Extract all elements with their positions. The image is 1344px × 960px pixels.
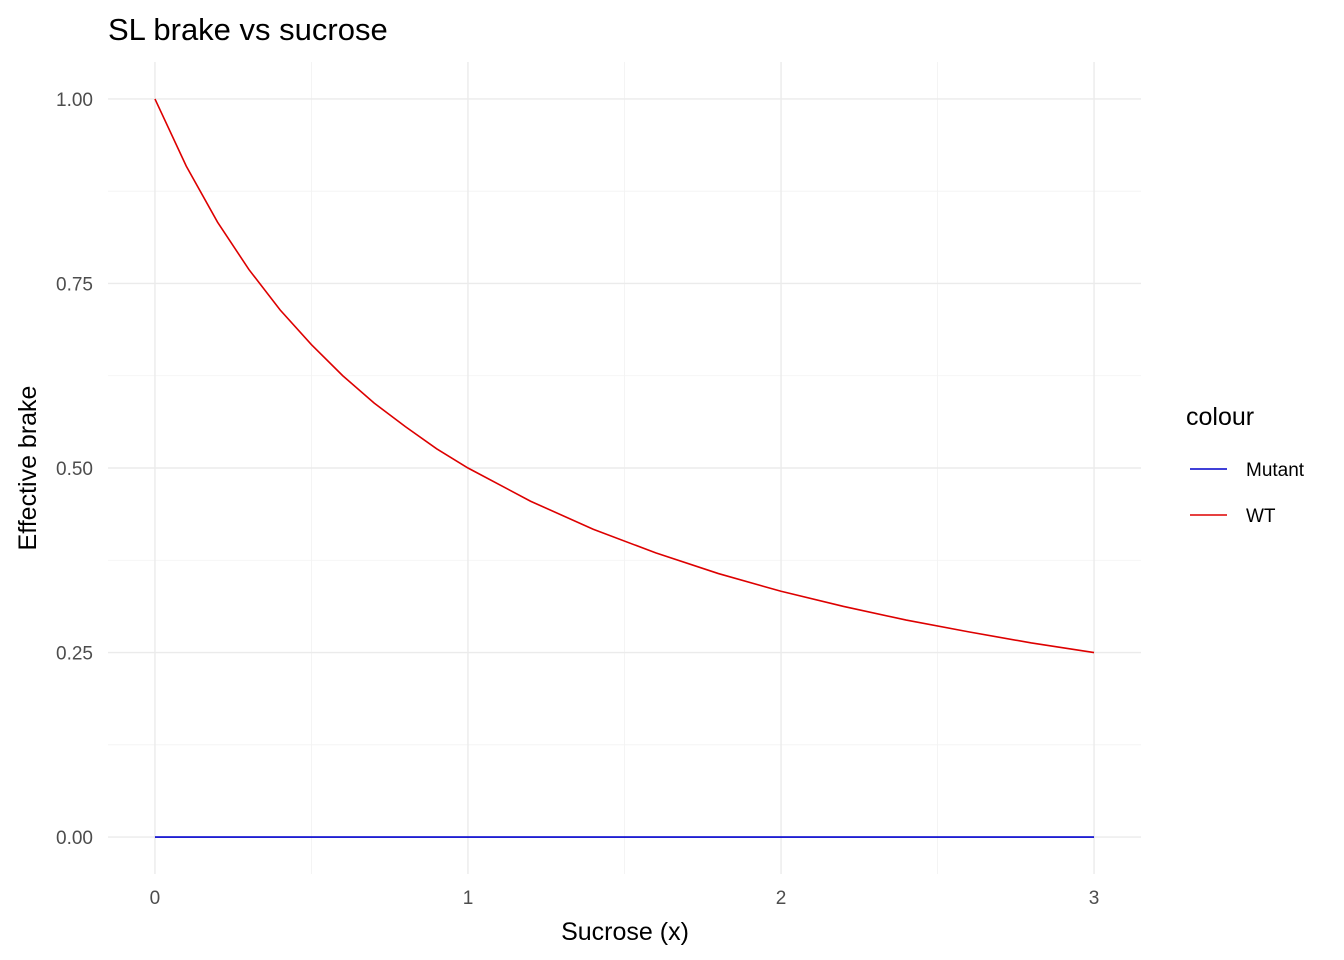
x-tick-label: 3 [1089,888,1100,909]
y-tick-label: 1.00 [56,90,93,111]
minor-gridlines [108,62,1141,874]
y-tick-label: 0.00 [56,828,93,849]
y-axis-ticks: 0.00 0.25 0.50 0.75 1.00 [56,90,93,849]
x-tick-label: 1 [463,888,474,909]
y-tick-label: 0.25 [56,644,93,665]
chart-title: SL brake vs sucrose [108,12,388,47]
x-axis-ticks: 0 1 2 3 [150,888,1100,909]
legend: colour Mutant WT [1186,403,1305,527]
series-lines [154,98,1095,838]
legend-label-mutant: Mutant [1246,460,1305,481]
x-tick-label: 2 [776,888,787,909]
y-tick-label: 0.75 [56,274,93,295]
legend-label-wt: WT [1246,506,1276,527]
y-tick-label: 0.50 [56,459,93,480]
y-axis-title: Effective brake [14,386,42,551]
legend-title: colour [1186,403,1254,431]
series-line-wt [154,98,1095,654]
x-axis-title: Sucrose (x) [561,918,689,946]
x-tick-label: 0 [150,888,161,909]
